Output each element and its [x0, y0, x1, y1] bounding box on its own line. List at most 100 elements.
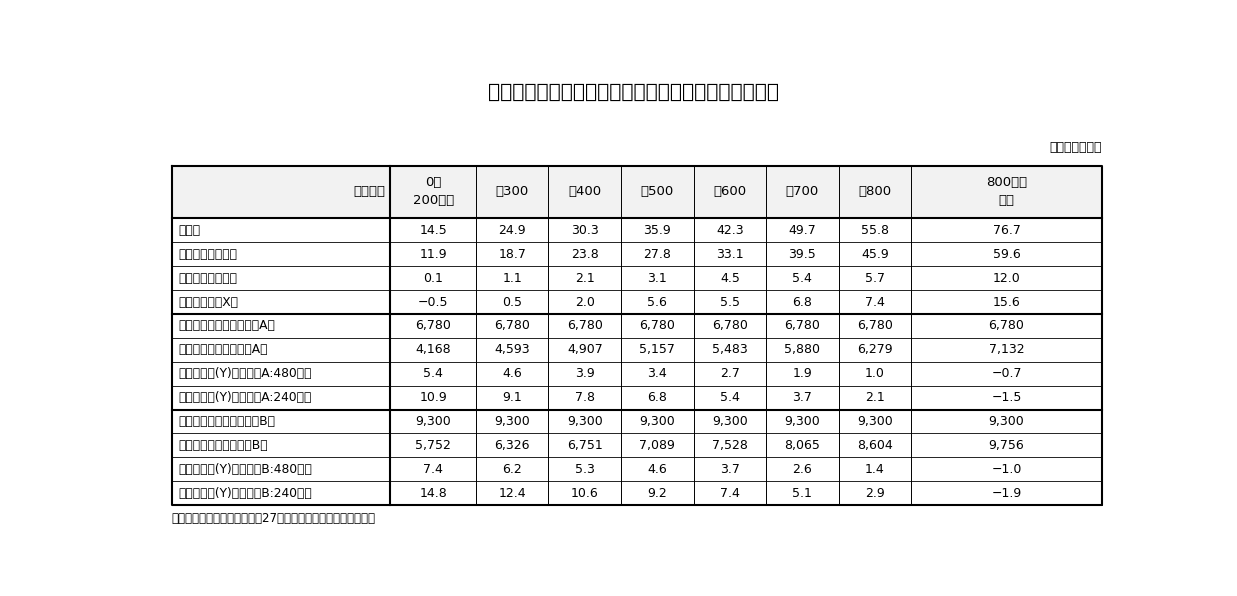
Text: 総収入: 総収入 [178, 224, 200, 237]
Text: 5.6: 5.6 [647, 296, 667, 309]
Text: 1.1: 1.1 [502, 272, 522, 285]
Text: 2.7: 2.7 [720, 367, 740, 380]
Text: 76.7: 76.7 [992, 224, 1021, 237]
Text: 1.9: 1.9 [793, 367, 813, 380]
Text: （単位：万円）: （単位：万円） [1049, 141, 1102, 154]
Text: −1.9: −1.9 [991, 487, 1022, 500]
Text: 2.9: 2.9 [865, 487, 884, 500]
Text: 27.8: 27.8 [643, 248, 672, 260]
Text: 年金受給総額（ケースB）: 年金受給総額（ケースB） [178, 439, 268, 452]
Text: 10.9: 10.9 [419, 391, 447, 404]
Text: 14.5: 14.5 [419, 224, 447, 237]
Text: 6,780: 6,780 [416, 319, 452, 333]
Text: 必要生活費総額（ケースA）: 必要生活費総額（ケースA） [178, 319, 276, 333]
Text: 5.7: 5.7 [865, 272, 884, 285]
Text: 35.9: 35.9 [643, 224, 672, 237]
Text: 6,780: 6,780 [711, 319, 748, 333]
Text: ～500: ～500 [641, 185, 674, 198]
Text: 6,780: 6,780 [640, 319, 675, 333]
Text: 49.7: 49.7 [788, 224, 816, 237]
Text: ～600: ～600 [714, 185, 746, 198]
Text: 4,593: 4,593 [495, 343, 529, 356]
Text: 7,089: 7,089 [640, 439, 675, 452]
Text: 6,780: 6,780 [857, 319, 893, 333]
Text: 23.8: 23.8 [571, 248, 599, 260]
Text: ～400: ～400 [568, 185, 601, 198]
Text: 9,300: 9,300 [567, 415, 602, 428]
Text: 4,168: 4,168 [416, 343, 452, 356]
Text: 30.3: 30.3 [571, 224, 599, 237]
Text: 6,780: 6,780 [567, 319, 602, 333]
Text: 6,780: 6,780 [988, 319, 1024, 333]
Text: 11.9: 11.9 [419, 248, 447, 260]
Text: 9.1: 9.1 [502, 391, 522, 404]
Text: 5.3: 5.3 [575, 463, 595, 476]
Text: 必要積立額(Y)：ケースA:480ヶ月: 必要積立額(Y)：ケースA:480ヶ月 [178, 367, 312, 380]
Text: 5,483: 5,483 [713, 343, 747, 356]
Text: 9,300: 9,300 [640, 415, 675, 428]
Text: 5.4: 5.4 [720, 391, 740, 404]
Text: ～700: ～700 [785, 185, 819, 198]
Text: 1.0: 1.0 [865, 367, 884, 380]
Text: 9,300: 9,300 [784, 415, 820, 428]
Text: 9.2: 9.2 [647, 487, 667, 500]
Text: 4,907: 4,907 [567, 343, 602, 356]
Text: 12.4: 12.4 [499, 487, 526, 500]
Text: 45.9: 45.9 [861, 248, 888, 260]
Text: 0.5: 0.5 [502, 296, 522, 309]
Text: ～800: ～800 [858, 185, 892, 198]
Text: 24.9: 24.9 [499, 224, 526, 237]
Text: 5,157: 5,157 [640, 343, 675, 356]
Text: うち配偶者の報酬: うち配偶者の報酬 [178, 272, 238, 285]
Text: 10.6: 10.6 [571, 487, 599, 500]
Text: 必要積立額(Y)：ケースB:240ヶ月: 必要積立額(Y)：ケースB:240ヶ月 [178, 487, 312, 500]
Text: 4.5: 4.5 [720, 272, 740, 285]
Text: 0～
200万円: 0～ 200万円 [413, 176, 454, 207]
Text: ～300: ～300 [496, 185, 529, 198]
Text: 7.4: 7.4 [720, 487, 740, 500]
Text: 5.4: 5.4 [793, 272, 813, 285]
Text: 6.2: 6.2 [502, 463, 522, 476]
Text: 6,751: 6,751 [567, 439, 602, 452]
Text: −0.7: −0.7 [991, 367, 1022, 380]
Text: 必要積立額(Y)：ケースB:480ヶ月: 必要積立額(Y)：ケースB:480ヶ月 [178, 463, 313, 476]
Text: 6.8: 6.8 [793, 296, 813, 309]
Text: 8,604: 8,604 [857, 439, 893, 452]
Text: 5.4: 5.4 [423, 367, 443, 380]
Text: 5.1: 5.1 [793, 487, 813, 500]
Text: 7,528: 7,528 [711, 439, 748, 452]
Text: 9,300: 9,300 [495, 415, 531, 428]
Text: 2.1: 2.1 [575, 272, 595, 285]
Text: 9,300: 9,300 [988, 415, 1024, 428]
Text: 4.6: 4.6 [502, 367, 522, 380]
Text: 9,300: 9,300 [416, 415, 452, 428]
Text: −1.5: −1.5 [991, 391, 1022, 404]
Text: −0.5: −0.5 [418, 296, 449, 309]
Text: 図表１：世帯年収別の積立可能額と必要積立額の比較: 図表１：世帯年収別の積立可能額と必要積立額の比較 [489, 83, 779, 102]
Text: 積立可能額（X）: 積立可能額（X） [178, 296, 239, 309]
Text: 15.6: 15.6 [992, 296, 1021, 309]
Text: 2.6: 2.6 [793, 463, 813, 476]
Text: 5,752: 5,752 [416, 439, 452, 452]
Text: 7,132: 7,132 [988, 343, 1024, 356]
Text: −1.0: −1.0 [991, 463, 1022, 476]
Text: 必要積立額(Y)：ケースA:240ヶ月: 必要積立額(Y)：ケースA:240ヶ月 [178, 391, 312, 404]
Text: 年金受給総額（ケースA）: 年金受給総額（ケースA） [178, 343, 268, 356]
Text: 33.1: 33.1 [716, 248, 743, 260]
Text: 3.7: 3.7 [793, 391, 813, 404]
Text: 59.6: 59.6 [992, 248, 1021, 260]
Text: 3.9: 3.9 [575, 367, 595, 380]
Text: 必要生活費総額（ケースB）: 必要生活費総額（ケースB） [178, 415, 276, 428]
Text: 4.6: 4.6 [647, 463, 667, 476]
Text: 12.0: 12.0 [992, 272, 1021, 285]
Text: 5.5: 5.5 [720, 296, 740, 309]
Text: 5,880: 5,880 [784, 343, 820, 356]
Text: 39.5: 39.5 [788, 248, 816, 260]
Text: 世帯年収: 世帯年収 [354, 185, 386, 198]
Text: 3.7: 3.7 [720, 463, 740, 476]
Text: 2.0: 2.0 [575, 296, 595, 309]
Text: 1.4: 1.4 [865, 463, 884, 476]
Text: 55.8: 55.8 [861, 224, 889, 237]
Text: 800万円
以上: 800万円 以上 [986, 176, 1027, 207]
Text: 18.7: 18.7 [499, 248, 526, 260]
